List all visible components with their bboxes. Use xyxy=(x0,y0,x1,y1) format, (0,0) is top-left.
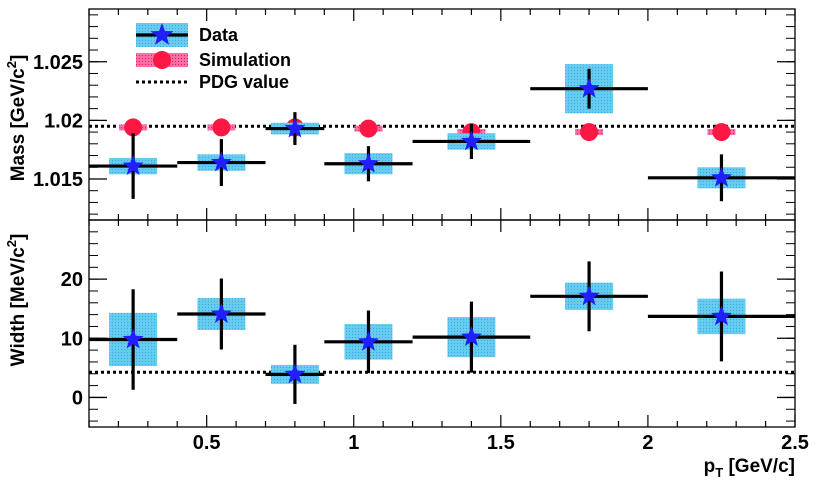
mass-axis-title-sup: 2 xyxy=(4,61,19,68)
x-tick-label: 0.5 xyxy=(193,432,221,454)
mass-data-marker xyxy=(460,130,482,151)
mass-data-marker xyxy=(122,155,144,175)
x-axis-title-p: p xyxy=(704,456,716,477)
x-tick-label: 1 xyxy=(348,432,359,454)
width-panel-frame xyxy=(88,219,796,428)
mass-data-marker xyxy=(284,117,306,138)
mass-axis-title-text: Mass [GeV/c xyxy=(8,68,29,181)
mass-simulation-marker xyxy=(359,119,378,138)
x-axis-title-sub: T xyxy=(715,465,723,480)
legend-pdg-entry: PDG value xyxy=(136,72,289,92)
width-axis-title-text: Width [MeV/c xyxy=(8,247,29,367)
legend-data-star-icon xyxy=(150,23,174,45)
legend-data-label: Data xyxy=(199,25,239,45)
mass-simulation-marker xyxy=(712,123,731,142)
width-data-marker xyxy=(358,330,379,351)
width-ytick-label: 0 xyxy=(72,387,83,409)
width-ytick-label: 20 xyxy=(61,269,83,291)
mass-data-marker xyxy=(210,151,232,172)
width-data-marker xyxy=(122,328,144,349)
x-axis-title: pT [GeV/c] xyxy=(704,456,795,480)
x-tick-label: 2 xyxy=(642,432,653,454)
width-data-marker xyxy=(711,305,732,326)
legend-simulation-label: Simulation xyxy=(199,50,291,70)
mass-data-marker xyxy=(358,152,379,173)
width-data-marker xyxy=(210,303,232,323)
x-axis-title-end: [GeV/c] xyxy=(723,456,795,477)
width-axis-title: Width [MeV/c2] xyxy=(4,234,29,367)
width-data-marker xyxy=(284,363,306,384)
x-tick-label: 2.5 xyxy=(781,432,809,454)
width-panel: 0 10 20 xyxy=(61,219,796,427)
width-ytick-label: 10 xyxy=(61,328,83,350)
legend-pdg-label: PDG value xyxy=(199,72,289,92)
legend: Data Simulation PDG value xyxy=(136,23,291,92)
legend-data-entry: Data xyxy=(136,23,239,47)
width-axis-title-sup: 2 xyxy=(4,240,19,247)
mass-ytick-label: 1.025 xyxy=(33,52,83,74)
x-tick-label: 1.5 xyxy=(487,432,515,454)
mass-simulation-marker xyxy=(580,123,599,142)
mass-data-marker xyxy=(711,166,732,187)
x-axis: 0.5 1 1.5 2 2.5 xyxy=(193,432,809,454)
mass-simulation-marker xyxy=(124,118,143,137)
width-axis-title-end: ] xyxy=(8,234,29,240)
mass-data-marker xyxy=(578,77,600,98)
width-data-marker xyxy=(578,285,600,306)
mass-simulation-marker xyxy=(212,118,231,137)
mass-axis-title-end: ] xyxy=(8,55,29,61)
legend-simulation-entry: Simulation xyxy=(136,50,291,70)
mass-ytick-label: 1.02 xyxy=(44,110,83,132)
legend-simulation-marker xyxy=(153,51,171,69)
width-data-marker xyxy=(460,326,482,346)
mass-ytick-label: 1.015 xyxy=(33,169,83,191)
mass-axis-title: Mass [GeV/c2] xyxy=(4,55,29,182)
mass-panel: 1.015 1.02 1.025 xyxy=(33,9,796,220)
mass-panel-frame xyxy=(88,8,796,221)
